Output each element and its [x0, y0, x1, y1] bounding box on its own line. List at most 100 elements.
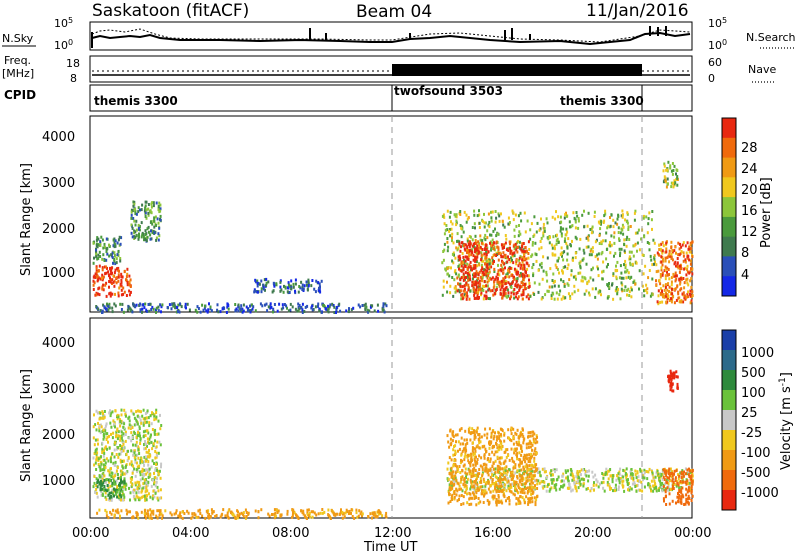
heatmap-cell-velocity-0 — [138, 486, 141, 490]
heatmap-cell-power-5 — [513, 254, 516, 258]
heatmap-cell-velocity-2 — [116, 508, 119, 512]
heatmap-cell-velocity-0 — [120, 421, 123, 425]
heatmap-cell-power-4 — [301, 283, 304, 287]
heatmap-cell-power-5 — [490, 210, 492, 214]
heatmap-cell-power-5 — [577, 288, 580, 292]
heatmap-cell-power-7 — [659, 291, 662, 295]
heatmap-cell-velocity-5 — [685, 493, 688, 497]
heatmap-cell-power-5 — [460, 297, 463, 301]
heatmap-cell-power-3 — [241, 307, 244, 311]
heatmap-cell-velocity-0 — [145, 450, 148, 454]
heatmap-cell-velocity-0 — [99, 475, 102, 479]
heatmap-cell-power-6 — [469, 260, 472, 264]
heatmap-cell-velocity-3 — [600, 481, 603, 485]
heatmap-cell-velocity-0 — [145, 420, 148, 424]
heatmap-cell-velocity-4 — [504, 466, 507, 470]
heatmap-cell-power-6 — [515, 272, 518, 275]
heatmap-cell-velocity-5 — [688, 469, 691, 473]
heatmap-cell-power-5 — [645, 283, 648, 287]
heatmap-cell-power-7 — [670, 297, 673, 301]
heatmap-cell-power-3 — [339, 309, 342, 313]
heatmap-cell-velocity-0 — [144, 497, 147, 500]
heatmap-cell-power-6 — [521, 256, 524, 260]
heatmap-cell-power-5 — [545, 273, 548, 277]
heatmap-cell-velocity-0 — [104, 446, 107, 450]
heatmap-cell-velocity-5 — [668, 472, 670, 476]
heatmap-cell-power-3 — [366, 308, 369, 312]
heatmap-cell-velocity-4 — [487, 469, 490, 473]
heatmap-cell-velocity-6 — [673, 374, 676, 378]
heatmap-cell-power-1 — [106, 252, 109, 256]
heatmap-cell-power-6 — [490, 277, 493, 281]
heatmap-cell-velocity-3 — [549, 471, 552, 475]
heatmap-cell-power-4 — [282, 290, 285, 294]
heatmap-cell-velocity-0 — [137, 456, 140, 460]
heatmap-cell-power-5 — [560, 297, 563, 301]
heatmap-cell-power-7 — [684, 258, 687, 262]
heatmap-cell-power-5 — [451, 239, 453, 243]
heatmap-cell-power-5 — [455, 215, 458, 219]
heatmap-cell-power-7 — [686, 264, 689, 268]
heatmap-cell-power-5 — [633, 244, 636, 248]
heatmap-cell-velocity-3 — [548, 489, 551, 493]
heatmap-cell-power-5 — [454, 256, 457, 260]
heatmap-cell-power-5 — [638, 287, 640, 291]
heatmap-cell-velocity-4 — [466, 492, 468, 496]
heatmap-cell-power-1 — [99, 242, 102, 246]
heatmap-cell-power-3 — [327, 310, 330, 314]
heatmap-cell-velocity-3 — [593, 481, 595, 485]
heatmap-cell-velocity-4 — [500, 445, 503, 449]
heatmap-cell-power-5 — [511, 209, 514, 213]
heatmap-cell-power-5 — [456, 248, 459, 252]
heatmap-cell-velocity-4 — [462, 495, 465, 499]
heatmap-cell-velocity-4 — [474, 462, 477, 466]
heatmap-cell-velocity-0 — [159, 443, 162, 447]
heatmap-cell-velocity-3 — [518, 469, 521, 473]
heatmap-cell-power-6 — [479, 283, 482, 286]
heatmap-cell-velocity-4 — [452, 470, 455, 474]
heatmap-cell-velocity-4 — [481, 492, 484, 496]
heatmap-cell-power-6 — [493, 260, 495, 263]
heatmap-cell-power-5 — [636, 241, 639, 245]
heatmap-cell-power-5 — [623, 249, 626, 253]
heatmap-cell-velocity-3 — [545, 489, 548, 493]
heatmap-cell-velocity-4 — [496, 436, 499, 440]
heatmap-cell-power-5 — [599, 227, 602, 231]
heatmap-cell-power-5 — [542, 255, 545, 259]
heatmap-cell-power-6 — [508, 258, 511, 261]
heatmap-cell-power-5 — [557, 215, 560, 219]
heatmap-cell-power-3 — [120, 308, 123, 311]
heatmap-cell-velocity-4 — [530, 480, 533, 484]
heatmap-cell-power-6 — [513, 288, 516, 291]
heatmap-cell-power-7 — [668, 277, 671, 281]
heatmap-cell-velocity-4 — [497, 479, 500, 482]
heatmap-cell-power-5 — [587, 211, 590, 215]
heatmap-cell-power-5 — [516, 241, 519, 245]
heatmap-cell-velocity-0 — [103, 474, 106, 478]
heatmap-cell-power-6 — [460, 264, 463, 268]
heatmap-cell-power-6 — [495, 288, 498, 291]
heatmap-cell-velocity-1 — [123, 481, 126, 485]
heatmap-cell-velocity-4 — [484, 469, 487, 473]
heatmap-cell-velocity-4 — [471, 446, 474, 450]
heatmap-cell-power-8 — [662, 169, 665, 173]
heatmap-cell-velocity-4 — [488, 427, 491, 431]
heatmap-cell-power-5 — [576, 214, 579, 218]
heatmap-cell-velocity-4 — [529, 431, 532, 434]
heatmap-cell-velocity-4 — [508, 436, 510, 440]
heatmap-cell-power-5 — [562, 227, 565, 231]
heatmap-cell-power-7 — [680, 300, 683, 304]
heatmap-cell-velocity-5 — [671, 479, 674, 483]
heatmap-cell-power-0 — [109, 266, 112, 270]
heatmap-cell-power-7 — [679, 267, 682, 271]
heatmap-cell-velocity-0 — [95, 456, 98, 459]
heatmap-cell-velocity-4 — [503, 476, 506, 480]
heatmap-cell-velocity-0 — [114, 474, 117, 478]
heatmap-cell-velocity-0 — [138, 483, 141, 487]
heatmap-cell-velocity-0 — [159, 413, 161, 417]
heatmap-cell-velocity-2 — [149, 508, 152, 512]
heatmap-cell-velocity-0 — [154, 476, 157, 479]
heatmap-cell-power-2 — [140, 235, 143, 239]
heatmap-cell-power-5 — [529, 228, 532, 232]
heatmap-cell-velocity-3 — [544, 470, 547, 474]
